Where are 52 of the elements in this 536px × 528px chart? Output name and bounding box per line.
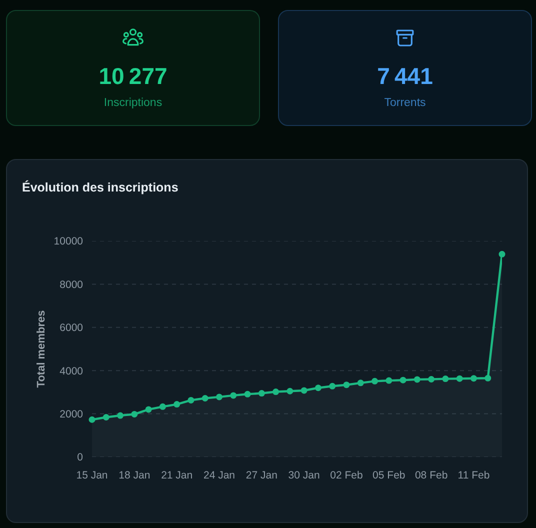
x-tick-label: 15 Jan <box>76 470 108 482</box>
point <box>442 376 449 382</box>
point <box>216 394 222 400</box>
point <box>131 410 138 418</box>
y-tick-label: 4000 <box>60 365 84 378</box>
point <box>386 377 392 384</box>
point <box>286 388 294 394</box>
point <box>498 250 506 258</box>
point <box>428 376 435 382</box>
point <box>470 375 477 382</box>
point <box>88 416 96 423</box>
y-tick-label: 6000 <box>60 322 84 334</box>
text: 10 277 <box>98 63 168 89</box>
point <box>117 412 124 419</box>
point <box>329 382 336 390</box>
text: Torrents <box>383 96 427 110</box>
x-tick-label: 27 Jan <box>246 470 278 482</box>
chart-title: Évolution des inscriptions <box>22 179 178 194</box>
point <box>300 387 308 394</box>
x-tick-label: 05 Feb <box>372 470 406 482</box>
y-tick-label: 8000 <box>60 278 84 291</box>
point <box>174 401 180 408</box>
y-tick-label: 10000 <box>54 236 84 248</box>
point <box>145 406 152 413</box>
x-tick-label: 21 Jan <box>161 470 193 482</box>
point <box>343 382 350 388</box>
text: 7 441 <box>376 63 434 89</box>
y-tick-label: 0 <box>77 452 84 464</box>
point <box>244 390 251 398</box>
point <box>314 384 322 392</box>
point <box>202 395 208 402</box>
point <box>456 375 463 382</box>
point <box>484 374 492 382</box>
point <box>372 378 378 384</box>
point <box>102 414 110 421</box>
point <box>159 403 166 410</box>
x-tick-label: 08 Feb <box>414 470 448 482</box>
point <box>414 376 420 383</box>
x-tick-label: 24 Jan <box>203 470 236 482</box>
point <box>272 388 280 396</box>
x-tick-label: 18 Jan <box>118 470 150 482</box>
point <box>357 380 364 386</box>
x-tick-label: 11 Feb <box>458 470 490 482</box>
point <box>400 376 406 384</box>
y-tick-label: 2000 <box>60 408 84 420</box>
x-tick-label: 02 Feb <box>330 470 363 482</box>
point <box>258 390 265 397</box>
y-axis-title: Total membres <box>35 310 48 388</box>
x-tick-label: 30 Jan <box>288 470 320 482</box>
text: Inscriptions <box>102 96 164 110</box>
point <box>188 396 194 404</box>
point <box>230 392 237 399</box>
